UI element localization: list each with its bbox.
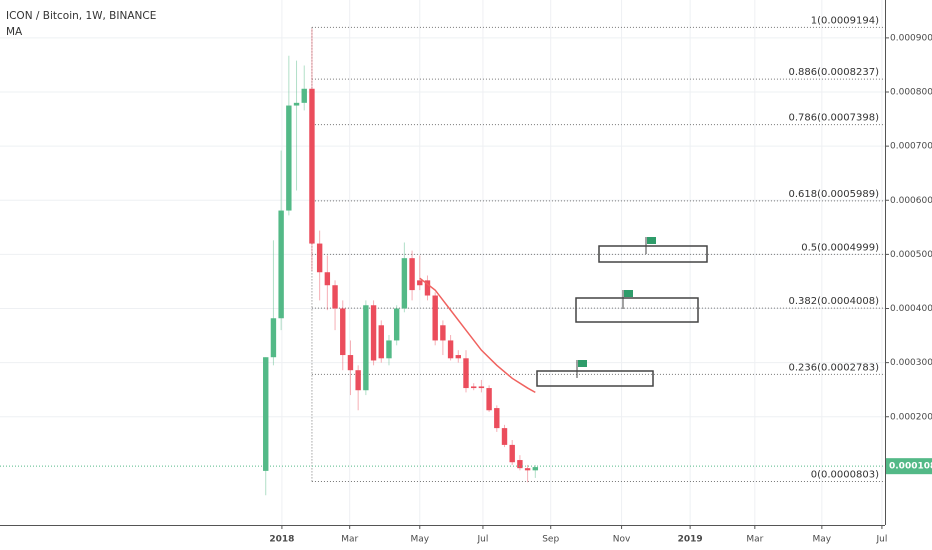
grid bbox=[0, 0, 885, 525]
candle-body bbox=[263, 357, 269, 471]
candle-body bbox=[455, 355, 461, 359]
candle-body bbox=[340, 308, 346, 356]
candle-body bbox=[270, 318, 277, 358]
fib-label: 0.618(0.0005989) bbox=[788, 189, 879, 200]
candle-body bbox=[378, 325, 384, 359]
candle-body bbox=[401, 258, 408, 309]
candle-body bbox=[463, 358, 469, 389]
candle-body bbox=[501, 428, 508, 445]
candle-body bbox=[286, 105, 292, 211]
x-tick-label: Jul bbox=[875, 535, 887, 545]
candle-body bbox=[393, 308, 400, 341]
candle-body bbox=[355, 370, 361, 391]
plot bbox=[0, 26, 885, 496]
candle-body bbox=[301, 88, 307, 103]
candle-body bbox=[432, 295, 438, 341]
fib-label: 0.5(0.0004999) bbox=[801, 242, 879, 253]
candle-body bbox=[440, 325, 446, 341]
indicator-legend: MA bbox=[6, 26, 23, 38]
fib-label: 0.786(0.0007398) bbox=[788, 113, 879, 124]
candle-body bbox=[324, 272, 331, 286]
candle-body bbox=[417, 280, 423, 286]
fib-label: 0.382(0.0004008) bbox=[788, 296, 879, 307]
candle-body bbox=[316, 243, 323, 273]
candle-body bbox=[494, 408, 500, 429]
x-tick-label: Sep bbox=[542, 535, 559, 545]
last-price-tag bbox=[886, 458, 932, 475]
x-axis: 2018 Mar May Jul Sep Nov 2019 Mar May Jul bbox=[269, 525, 887, 545]
candle-body bbox=[478, 386, 485, 389]
y-tick-label: 0.0009000 bbox=[890, 33, 932, 43]
x-tick-label: 2019 bbox=[678, 535, 703, 545]
drawing-box bbox=[575, 297, 699, 323]
x-tick-label: 2018 bbox=[269, 535, 294, 545]
candle-body bbox=[509, 444, 515, 463]
fib-label: 0(0.0000803) bbox=[811, 470, 879, 481]
candle-body bbox=[409, 258, 415, 291]
candle-body bbox=[332, 285, 338, 309]
candle-body bbox=[386, 340, 392, 359]
candle-body bbox=[278, 210, 284, 319]
candle-body bbox=[370, 305, 377, 361]
fib-label: 1(0.0009194) bbox=[811, 15, 879, 26]
candle-body bbox=[447, 340, 454, 359]
candle-body bbox=[293, 102, 300, 106]
fib-label: 0.886(0.0008237) bbox=[788, 67, 879, 78]
drawing-box bbox=[536, 370, 654, 387]
x-tick-label: Jul bbox=[477, 535, 489, 545]
candle-body bbox=[309, 88, 315, 244]
candle-body bbox=[347, 355, 354, 371]
drawing-box bbox=[598, 245, 708, 263]
candle-body bbox=[470, 386, 477, 389]
flag bbox=[647, 237, 656, 244]
ma-line bbox=[419, 277, 536, 394]
x-tick-label: Mar bbox=[746, 535, 763, 545]
flag bbox=[578, 360, 587, 367]
candle-body bbox=[532, 467, 539, 471]
candle-body bbox=[363, 305, 369, 391]
candle-body bbox=[424, 280, 431, 296]
chart-title: ICON / Bitcoin, 1W, BINANCE bbox=[6, 10, 156, 22]
flag bbox=[624, 290, 633, 297]
x-tick-label: Mar bbox=[341, 535, 358, 545]
x-tick-label: May bbox=[410, 535, 429, 545]
x-tick-label: May bbox=[813, 535, 832, 545]
drawings bbox=[536, 237, 708, 387]
x-tick-label: Nov bbox=[613, 535, 631, 545]
candle-body bbox=[524, 468, 531, 471]
last-price-label: 0.0001087 bbox=[889, 462, 932, 472]
candle-body bbox=[517, 460, 523, 469]
candle-body bbox=[486, 388, 492, 411]
fib-label: 0.236(0.0002783) bbox=[788, 362, 879, 373]
